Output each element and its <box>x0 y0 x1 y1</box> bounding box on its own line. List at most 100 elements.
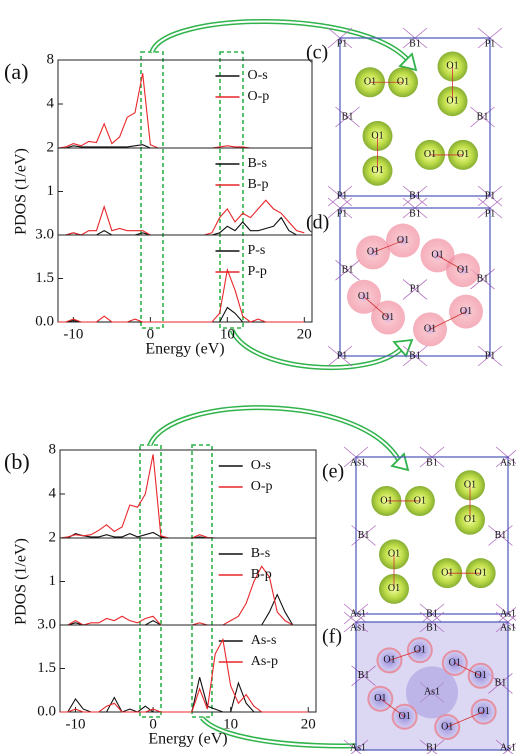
y-tick-label: 1 <box>49 573 57 589</box>
panel-label: (d) <box>306 212 329 234</box>
atom-label: O1 <box>383 655 395 666</box>
bond <box>447 711 484 728</box>
arrowhead <box>390 452 410 472</box>
atom-label: As1 <box>350 457 366 468</box>
atom-label: P1 <box>485 350 496 361</box>
panel-label: (e) <box>322 461 344 483</box>
y-axis-label: PDOS (1/eV) <box>13 148 30 235</box>
atom-label: As1 <box>500 622 516 633</box>
atom-label: O1 <box>364 77 376 88</box>
y-tick-label: 0.0 <box>37 703 56 719</box>
y-tick-label: 1 <box>47 183 55 199</box>
legend-label: B-p <box>251 567 272 582</box>
charge-blob <box>406 666 458 719</box>
pdos-line <box>60 593 309 626</box>
atom-label: O1 <box>475 670 487 681</box>
atom-label: O1 <box>371 130 383 141</box>
atom-label: B1 <box>342 264 354 275</box>
atom-label: O1 <box>358 291 370 302</box>
x-tick-label: 0 <box>149 716 157 732</box>
cell-box <box>339 207 491 357</box>
atom-label: P1 <box>337 350 348 361</box>
pdos-line <box>58 199 305 236</box>
atom-label: B1 <box>477 111 489 122</box>
x-tick-label: 0 <box>147 326 155 342</box>
arrow <box>147 405 403 464</box>
atom-label: O1 <box>382 312 394 323</box>
atom-label: O1 <box>399 711 411 722</box>
legend-label: B-p <box>247 177 268 192</box>
y-tick-label: 4 <box>49 485 57 501</box>
atom-label: P1 <box>410 284 421 295</box>
atom-label: As1 <box>350 742 366 753</box>
dashed-box <box>191 444 213 718</box>
plot-frame <box>57 147 313 236</box>
cell-box <box>339 37 491 197</box>
atom-label: As1 <box>500 608 516 619</box>
legend-label: O-p <box>251 479 273 494</box>
legend-label: As-s <box>251 633 277 648</box>
atom-label: P1 <box>485 190 496 201</box>
arrow <box>231 329 403 369</box>
atom-label: O1 <box>441 721 453 732</box>
atom-label: B1 <box>409 208 421 219</box>
atom-label: O1 <box>457 264 469 275</box>
atom-label: B1 <box>477 273 489 284</box>
y-tick-label: 3.0 <box>37 616 56 632</box>
atom-label: O1 <box>388 583 400 594</box>
atom-label: O1 <box>441 567 453 578</box>
panel-label: (f) <box>322 626 342 648</box>
plot-frame <box>57 59 313 149</box>
atom-label: O1 <box>374 693 386 704</box>
atom-label: B1 <box>409 38 421 49</box>
legend-label: P-p <box>247 264 266 279</box>
pdos-line <box>60 677 309 713</box>
bond <box>380 698 405 718</box>
atom-label: O1 <box>397 235 409 246</box>
atom-label: O1 <box>424 149 436 160</box>
legend-label: O-s <box>247 68 267 83</box>
y-tick-label: 2 <box>47 139 55 155</box>
bond <box>389 649 420 661</box>
y-tick-label: 8 <box>47 51 55 67</box>
atom-label: O1 <box>446 95 458 106</box>
bond <box>429 311 467 330</box>
atom-label: O1 <box>367 247 379 258</box>
y-tick-label: 0.0 <box>35 313 54 329</box>
arrow <box>151 20 409 61</box>
atom-label: As1 <box>350 608 366 619</box>
atom-label: O1 <box>464 514 476 525</box>
bond <box>372 240 404 253</box>
atom-label: B1 <box>495 678 507 689</box>
atom-label: B1 <box>358 670 370 681</box>
y-tick-label: 2 <box>49 529 57 545</box>
bond <box>437 255 464 271</box>
x-axis-label: Energy (eV) <box>145 341 224 358</box>
atom-label: O1 <box>449 657 461 668</box>
atom-label: O1 <box>397 77 409 88</box>
atom-label: O1 <box>414 495 426 506</box>
y-tick-label: 1.5 <box>35 270 54 286</box>
atom-label: O1 <box>388 549 400 560</box>
panel-label: (a) <box>4 59 28 84</box>
atom-label: B1 <box>426 608 438 619</box>
atom-label: As1 <box>500 457 516 468</box>
x-tick-label: 10 <box>220 326 235 342</box>
atom-label: B1 <box>426 622 438 633</box>
pdos-line <box>58 216 305 236</box>
atom-label: P1 <box>485 208 496 219</box>
highlight-boxes <box>139 51 244 718</box>
plot-frame <box>57 234 313 323</box>
pdos-line <box>60 531 309 539</box>
x-tick-label: 20 <box>297 326 312 342</box>
pdos-line <box>57 73 305 149</box>
atom-label: O1 <box>457 149 469 160</box>
atom-label: O1 <box>475 567 487 578</box>
atom-label: B1 <box>409 350 421 361</box>
atom-label: B1 <box>342 111 354 122</box>
pdos-line <box>58 306 305 323</box>
atom-label: O1 <box>460 306 472 317</box>
y-axis-label: PDOS (1/eV) <box>13 538 30 625</box>
cell-box <box>355 621 509 751</box>
